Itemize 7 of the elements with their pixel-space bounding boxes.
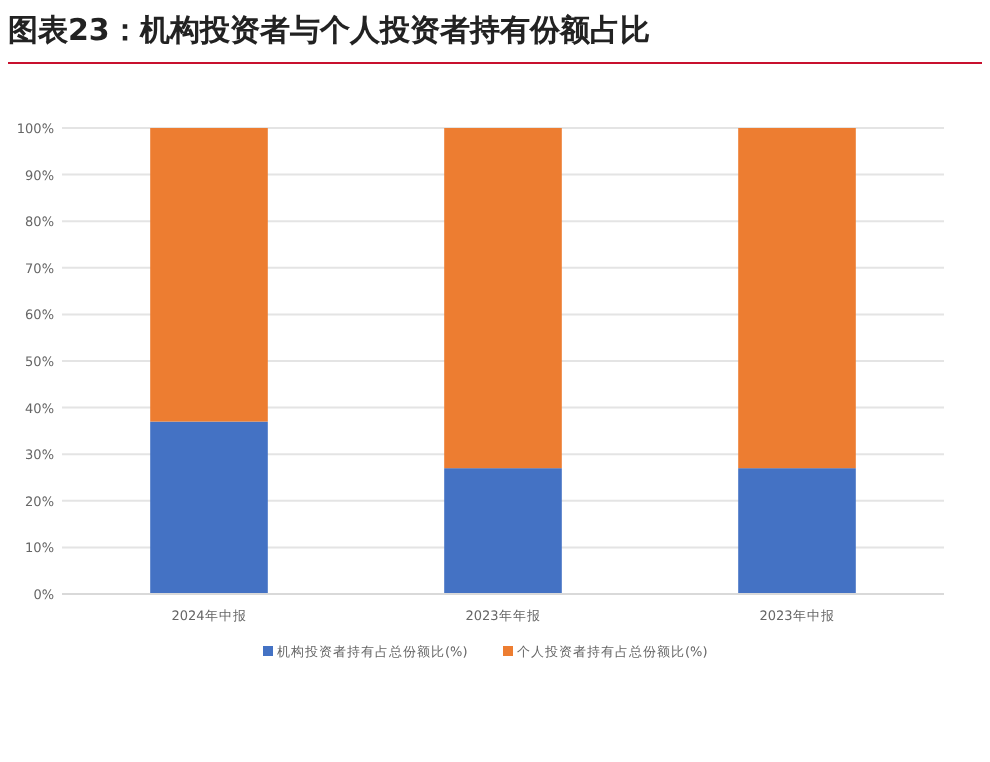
bar	[738, 128, 856, 469]
chart-title: 图表23：机构投资者与个人投资者持有份额占比	[8, 12, 982, 64]
bar	[738, 468, 856, 594]
bar	[444, 468, 562, 594]
bar	[150, 421, 268, 594]
bar	[444, 128, 562, 469]
bar	[150, 128, 268, 422]
